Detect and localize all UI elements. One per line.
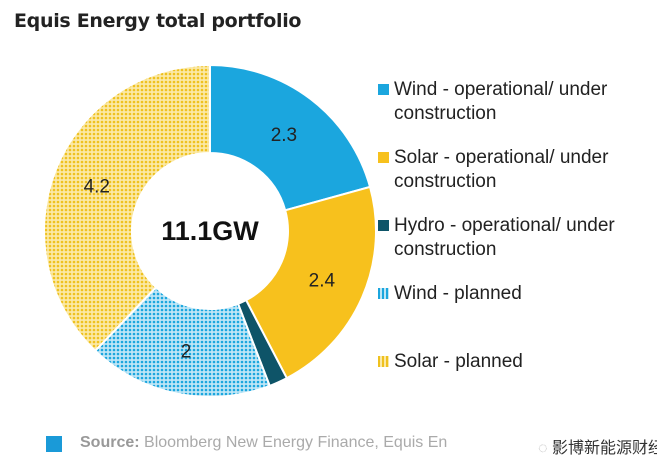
slice-3 <box>93 285 272 398</box>
slice-label-4: 4.2 <box>84 177 110 198</box>
center-label: 11.1GW <box>161 216 259 246</box>
slice-4 <box>43 63 211 353</box>
legend-label: Solar - operational/ under construction <box>394 147 609 192</box>
legend-item-wind-operational: Wind - operational/ under construction <box>378 78 653 126</box>
slice-0 <box>209 63 372 212</box>
legend-swatch <box>378 288 389 299</box>
watermark-text: 影博新能源财经 <box>551 440 657 457</box>
legend-swatch <box>378 152 389 163</box>
legend-label: Solar - planned <box>394 351 523 372</box>
slice-label-3: 2 <box>181 342 192 363</box>
legend: Wind - operational/ under construction S… <box>378 78 653 394</box>
legend-swatch <box>378 356 389 367</box>
source-label: Source: <box>80 434 140 451</box>
legend-label: Wind - operational/ under construction <box>394 79 608 124</box>
legend-item-solar-planned: Solar - planned <box>378 350 653 374</box>
slice-label-0: 2.3 <box>271 125 297 146</box>
legend-item-wind-planned: Wind - planned <box>378 282 653 306</box>
wechat-icon: ◌ <box>538 440 548 457</box>
legend-label: Hydro - operational/ under construction <box>394 215 615 260</box>
legend-item-hydro-operational: Hydro - operational/ under construction <box>378 214 653 262</box>
legend-swatch <box>378 84 389 95</box>
source-text: Bloomberg New Energy Finance, Equis En <box>139 434 448 451</box>
legend-swatch <box>378 220 389 231</box>
slice-label-1: 2.4 <box>309 271 336 292</box>
watermark: ◌ 影博新能源财经 <box>538 434 657 458</box>
legend-item-solar-operational: Solar - operational/ under construction <box>378 146 653 194</box>
legend-label: Wind - planned <box>394 283 522 304</box>
source-marker <box>46 436 62 452</box>
chart-title: Equis Energy total portfolio <box>14 10 302 32</box>
slice-1 <box>244 185 377 380</box>
